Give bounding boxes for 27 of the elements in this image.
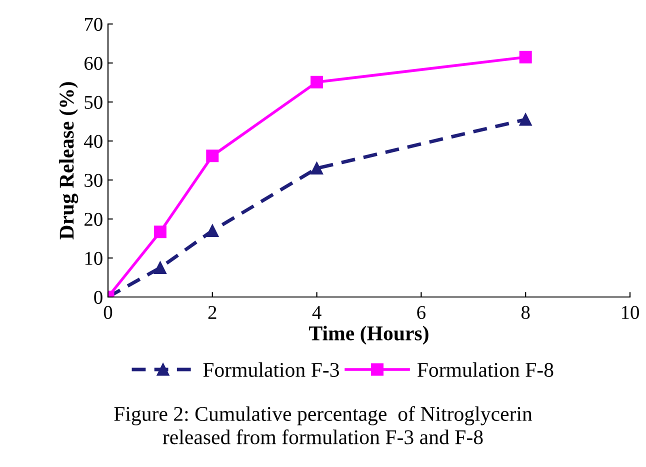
point: [310, 76, 324, 88]
point: [519, 113, 532, 126]
point: [519, 50, 532, 64]
legend-label: Formulation F-3: [203, 362, 339, 377]
x-tick-label: 2: [208, 306, 216, 319]
y-tick-label: 50: [84, 96, 102, 109]
point: [310, 162, 324, 175]
y-tick-label: 20: [84, 212, 102, 226]
y-tick-label: 0: [94, 290, 102, 304]
legend-label: Formulation F-8: [417, 362, 554, 377]
x-axis-title: Time (Hours): [309, 326, 428, 345]
caption: Figure 2: Cumulative percentage of Nitroglycerin released from formulation F-3 and F-8: [114, 406, 532, 444]
y-tick-label: 30: [84, 174, 102, 187]
x-tick-label: 10: [622, 306, 639, 320]
point: [154, 262, 166, 274]
point: [154, 226, 166, 238]
point: [206, 224, 219, 237]
x-tick-label: 6: [417, 306, 426, 320]
y-tick-label: 60: [84, 56, 102, 70]
y-tick-label: 40: [84, 134, 102, 148]
y-axis-title: Drug Release (%): [59, 82, 78, 240]
x-tick-label: 8: [521, 306, 530, 320]
x-tick-label: 0: [104, 306, 112, 320]
x-tick-label: 4: [312, 306, 322, 319]
y-tick-label: 70: [84, 18, 102, 31]
point: [206, 150, 219, 162]
y-tick-label: 10: [85, 252, 102, 265]
